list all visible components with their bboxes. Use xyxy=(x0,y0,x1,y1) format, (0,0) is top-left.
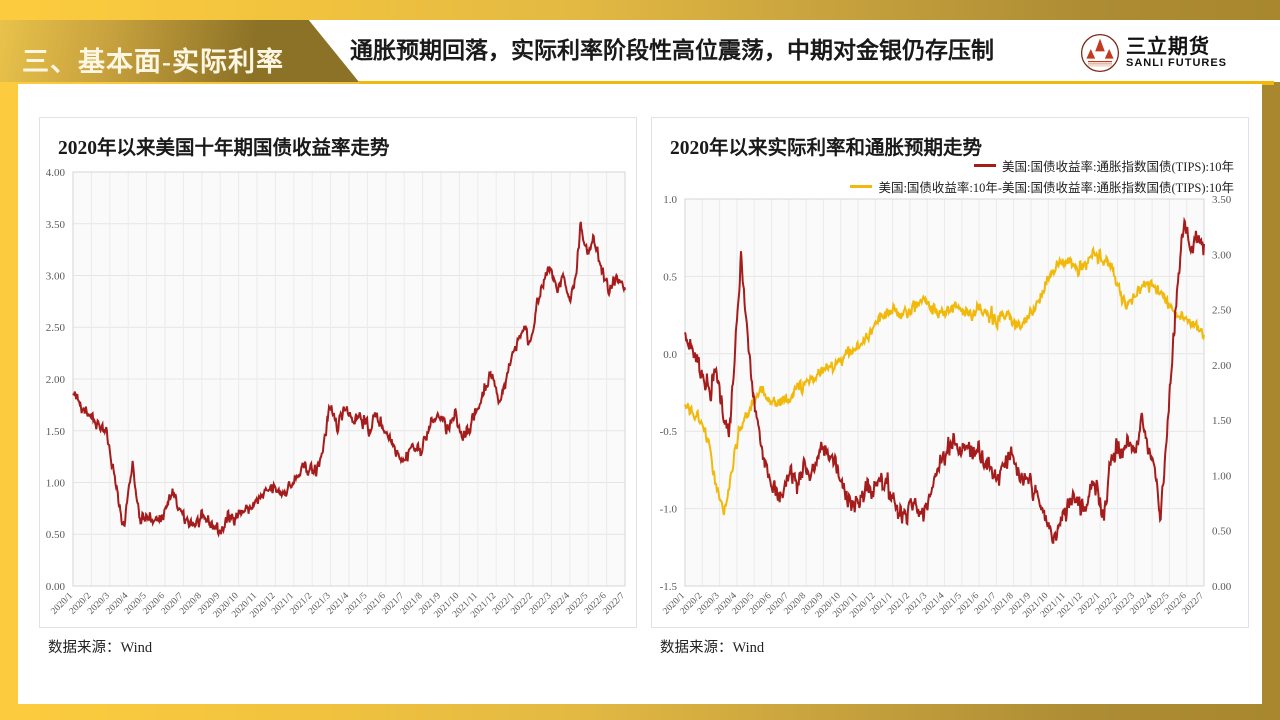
svg-text:2.00: 2.00 xyxy=(46,374,66,386)
svg-text:4.00: 4.00 xyxy=(46,167,66,179)
svg-text:-1.0: -1.0 xyxy=(660,504,678,516)
svg-text:3.00: 3.00 xyxy=(1212,249,1232,261)
svg-text:1.00: 1.00 xyxy=(1212,470,1232,482)
svg-text:1.0: 1.0 xyxy=(663,194,677,206)
svg-text:2.00: 2.00 xyxy=(1212,360,1232,372)
svg-text:0.00: 0.00 xyxy=(1212,581,1232,593)
svg-text:3.50: 3.50 xyxy=(1212,194,1232,206)
svg-text:-0.5: -0.5 xyxy=(660,426,678,438)
svg-text:2.50: 2.50 xyxy=(1212,305,1232,317)
svg-text:3.00: 3.00 xyxy=(46,271,66,283)
svg-text:1.50: 1.50 xyxy=(46,426,66,438)
svg-text:0.0: 0.0 xyxy=(663,349,677,361)
svg-text:2.50: 2.50 xyxy=(46,322,66,334)
svg-text:0.50: 0.50 xyxy=(1212,526,1232,538)
svg-text:3.50: 3.50 xyxy=(46,219,66,231)
svg-text:0.00: 0.00 xyxy=(46,581,66,593)
svg-text:1.00: 1.00 xyxy=(46,478,66,490)
svg-text:0.50: 0.50 xyxy=(46,529,66,541)
svg-text:0.5: 0.5 xyxy=(663,271,677,283)
svg-text:1.50: 1.50 xyxy=(1212,415,1232,427)
svg-text:-1.5: -1.5 xyxy=(660,581,678,593)
